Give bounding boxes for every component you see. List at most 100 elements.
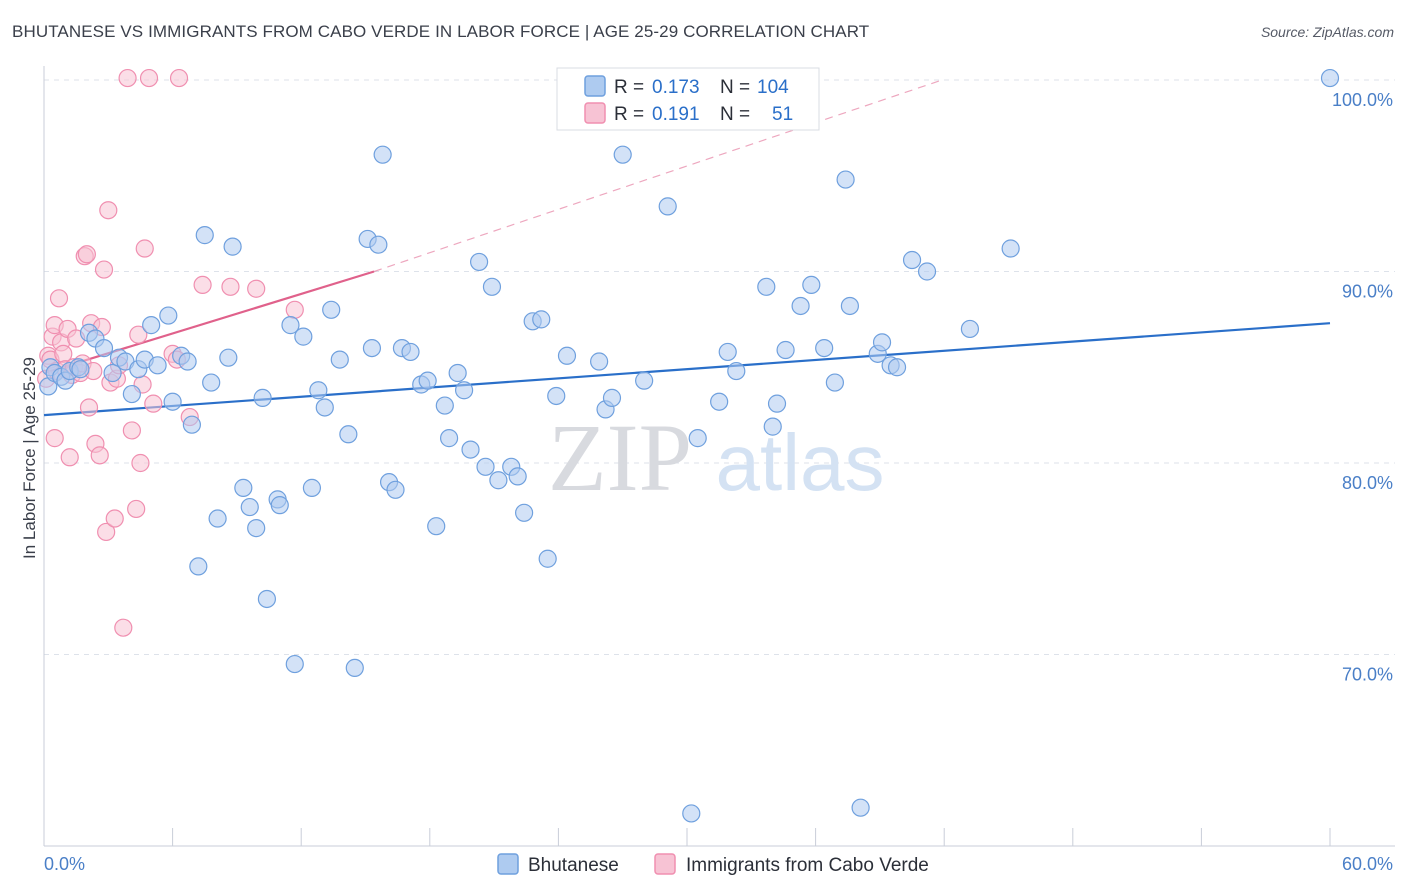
point-bhutanese: [142, 316, 161, 335]
point-bhutanese: [557, 346, 577, 365]
point-bhutanese: [836, 170, 855, 189]
point-cabo-verde: [221, 277, 240, 296]
watermark-zip: ZIP: [548, 404, 692, 511]
point-bhutanese: [315, 398, 334, 417]
point-bhutanese: [508, 467, 527, 486]
series-legend: Bhutanese Immigrants from Cabo Verde: [497, 853, 929, 876]
point-cabo-verde: [118, 68, 137, 88]
point-bhutanese: [776, 340, 795, 360]
point-bhutanese: [851, 798, 870, 817]
y-tick-label: 90.0%: [1342, 282, 1393, 302]
point-bhutanese: [902, 250, 922, 270]
point-bhutanese: [330, 350, 349, 369]
point-bhutanese: [469, 252, 489, 272]
point-cabo-verde: [60, 448, 79, 467]
point-bhutanese: [309, 381, 328, 400]
bottom-legend-swatch-bhutanese: [497, 853, 519, 875]
point-bhutanese: [270, 496, 289, 515]
point-bhutanese: [767, 394, 787, 413]
chart-title: BHUTANESE VS IMMIGRANTS FROM CABO VERDE …: [12, 22, 870, 41]
point-bhutanese: [454, 381, 474, 400]
point-bhutanese: [418, 371, 437, 390]
point-cabo-verde: [285, 300, 304, 319]
point-bhutanese: [887, 358, 907, 377]
source-label: Source: ZipAtlas.com: [1260, 24, 1394, 40]
point-cabo-verde: [131, 453, 150, 473]
point-cabo-verde: [169, 68, 189, 88]
point-cabo-verde: [99, 201, 118, 220]
point-bhutanese: [103, 363, 122, 383]
point-bhutanese: [727, 361, 746, 381]
point-bhutanese: [1320, 68, 1340, 88]
point-bhutanese: [302, 478, 322, 497]
point-bhutanese: [635, 371, 654, 390]
point-bhutanese: [532, 310, 551, 329]
point-bhutanese: [294, 327, 313, 346]
point-bhutanese: [122, 384, 141, 404]
point-cabo-verde: [144, 394, 163, 413]
point-bhutanese: [71, 360, 90, 379]
point-bhutanese: [1001, 239, 1020, 258]
y-tick-label: 80.0%: [1342, 473, 1393, 493]
point-bhutanese: [613, 145, 632, 164]
stats-legend: R = 0.173 N = 104 R = 0.191 N = 51: [556, 67, 820, 131]
legend-r-value-1: 0.173: [652, 77, 700, 98]
point-bhutanese: [345, 658, 364, 678]
trend-line-cabo-verde-extension: [373, 79, 943, 273]
point-cabo-verde: [122, 421, 141, 440]
point-bhutanese: [682, 804, 701, 823]
point-bhutanese: [189, 557, 208, 576]
point-bhutanese: [435, 396, 454, 415]
point-cabo-verde: [79, 398, 99, 417]
point-bhutanese: [195, 226, 214, 245]
legend-r-label-2: R =: [614, 104, 644, 125]
point-cabo-verde: [90, 446, 109, 465]
y-tick-label: 70.0%: [1342, 665, 1393, 685]
point-bhutanese: [917, 262, 937, 281]
point-bhutanese: [234, 478, 253, 497]
point-bhutanese: [223, 237, 242, 256]
point-bhutanese: [339, 425, 358, 444]
point-cabo-verde: [77, 245, 96, 264]
point-bhutanese: [439, 429, 459, 448]
point-cabo-verde: [97, 522, 116, 542]
point-bhutanese: [362, 339, 382, 358]
point-bhutanese: [369, 235, 388, 254]
point-bhutanese: [960, 319, 980, 339]
point-bhutanese: [590, 352, 609, 371]
trend-line-bhutanese: [43, 322, 1331, 417]
point-bhutanese: [757, 277, 776, 296]
x-tick-label: 0.0%: [44, 854, 85, 874]
point-bhutanese: [718, 342, 737, 362]
point-bhutanese: [253, 388, 272, 407]
point-cabo-verde: [94, 260, 114, 279]
point-bhutanese: [427, 517, 446, 536]
axes: [43, 66, 1395, 847]
bottom-legend-swatch-cabo-verde: [654, 853, 676, 875]
watermark: ZIP atlas: [548, 404, 884, 511]
y-axis-label: In Labor Force | Age 25-29: [20, 357, 39, 559]
point-bhutanese: [840, 296, 859, 316]
legend-n-value-1: 104: [757, 77, 789, 98]
point-bhutanese: [489, 471, 508, 490]
point-cabo-verde: [49, 289, 69, 308]
x-tick-label: 60.0%: [1342, 854, 1393, 874]
point-bhutanese: [825, 373, 844, 392]
point-bhutanese: [802, 275, 821, 295]
point-cabo-verde: [114, 618, 133, 637]
point-bhutanese: [148, 356, 167, 375]
point-bhutanese: [178, 352, 197, 371]
point-bhutanese: [163, 392, 182, 411]
point-bhutanese: [247, 519, 266, 538]
point-bhutanese: [658, 197, 677, 216]
data-points: [37, 68, 1340, 823]
point-bhutanese: [547, 386, 566, 406]
bottom-legend-label-bhutanese: Bhutanese: [528, 855, 619, 876]
point-bhutanese: [322, 300, 341, 319]
watermark-atlas: atlas: [716, 418, 885, 507]
point-bhutanese: [872, 333, 892, 352]
point-cabo-verde: [139, 68, 159, 88]
point-cabo-verde: [45, 429, 64, 448]
point-cabo-verde: [193, 275, 212, 295]
